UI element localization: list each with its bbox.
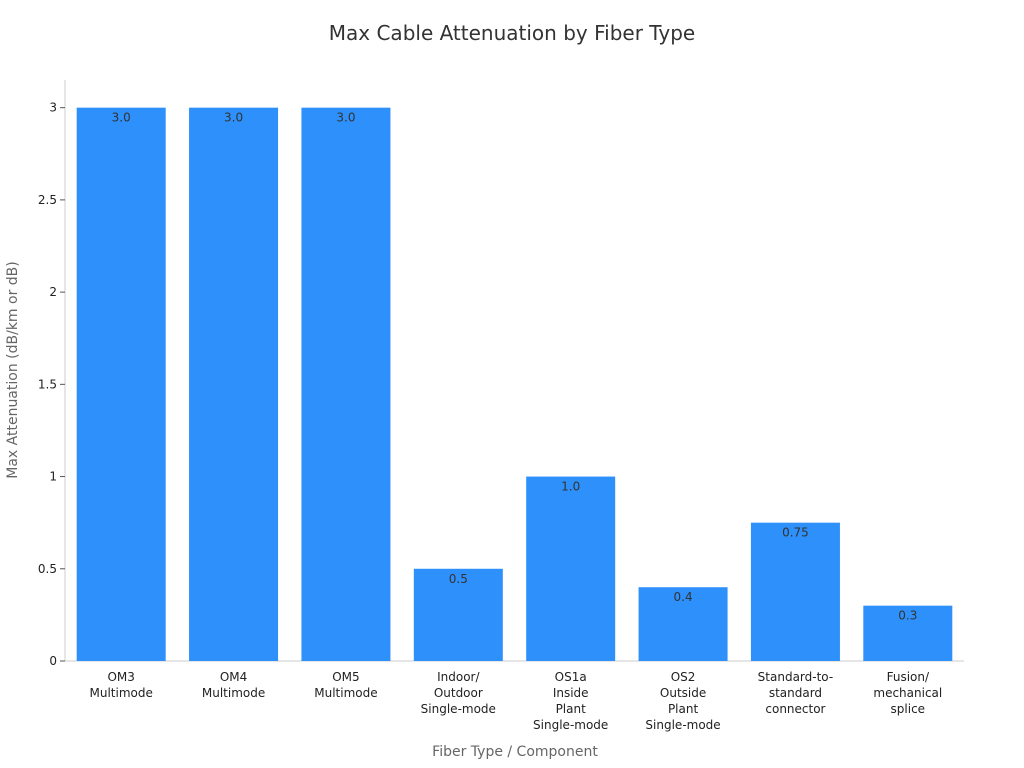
- x-tick-label: OM3 Multimode: [90, 670, 153, 700]
- x-tick-label: OS1a Inside Plant Single-mode: [533, 670, 608, 732]
- x-tick-label-line: Multimode: [202, 686, 265, 700]
- y-axis-label: Max Attenuation (dB/km or dB): [5, 261, 21, 479]
- x-tick-label-line: Single-mode: [421, 702, 496, 716]
- data-label: 3.0: [336, 111, 355, 125]
- x-tick-label-line: Multimode: [90, 686, 153, 700]
- x-tick-label: OS2 Outside Plant Single-mode: [645, 670, 720, 732]
- bar: [638, 587, 728, 661]
- bar: [301, 107, 391, 661]
- chart-title: Max Cable Attenuation by Fiber Type: [329, 21, 695, 45]
- x-tick-label-line: Indoor/: [437, 670, 480, 684]
- y-tick-label: 3: [49, 101, 57, 115]
- y-tick-label: 0.5: [38, 562, 57, 576]
- x-tick-label-line: Multimode: [314, 686, 377, 700]
- y-tick-label: 2.5: [38, 193, 57, 207]
- x-tick-label-line: Single-mode: [533, 718, 608, 732]
- plot-area: 0 0.5 1 1.5 2 2.5 3 3.0 OM3 Multimode 3.0 OM4 Multim…: [38, 80, 964, 732]
- data-label: 3.0: [224, 111, 243, 125]
- data-label: 3.0: [112, 111, 131, 125]
- x-tick-label-line: OS2: [671, 670, 696, 684]
- x-tick-label-line: Plant: [556, 702, 587, 716]
- bar: [863, 605, 953, 661]
- y-tick-label: 2: [49, 285, 57, 299]
- x-tick-label: Indoor/Outdoor Single-mode: [421, 670, 496, 716]
- bar: [76, 107, 166, 661]
- x-tick-label-line: splice: [891, 702, 926, 716]
- y-tick-label: 1.5: [38, 377, 57, 391]
- x-axis-label: Fiber Type / Component: [432, 744, 598, 760]
- bar: [526, 476, 616, 661]
- x-tick-label-line: Fusion/: [887, 670, 930, 684]
- data-label: 0.3: [898, 609, 917, 623]
- x-tick-label: Fusion/mechanical splice: [873, 670, 942, 716]
- data-label: 0.75: [782, 526, 809, 540]
- bar: [750, 522, 840, 661]
- x-tick-label-line: standard: [769, 686, 822, 700]
- x-tick-label: Standard-to-standard connector: [758, 670, 834, 716]
- x-tick-label-line: OM4: [220, 670, 247, 684]
- x-tick-label-line: Single-mode: [645, 718, 720, 732]
- y-tick-label: 1: [49, 470, 57, 484]
- data-label: 0.4: [674, 590, 693, 604]
- x-tick-label-line: Inside: [553, 686, 589, 700]
- data-label: 0.5: [449, 572, 468, 586]
- x-tick-label: OM4 Multimode: [202, 670, 265, 700]
- x-tick-label-line: Standard-to-: [758, 670, 834, 684]
- x-tick-label: OM5 Multimode: [314, 670, 377, 700]
- data-label: 1.0: [561, 480, 580, 494]
- x-tick-label-line: Outside: [660, 686, 706, 700]
- x-tick-label-line: connector: [765, 702, 825, 716]
- x-tick-label-line: OM3: [107, 670, 134, 684]
- x-tick-label-line: Plant: [668, 702, 699, 716]
- x-tick-label-line: OM5: [332, 670, 359, 684]
- x-tick-label-line: OS1a: [555, 670, 587, 684]
- bar: [413, 568, 503, 661]
- x-tick-label-line: Outdoor: [434, 686, 483, 700]
- bar: [189, 107, 279, 661]
- y-tick-label: 0: [49, 654, 57, 668]
- x-tick-label-line: mechanical: [873, 686, 942, 700]
